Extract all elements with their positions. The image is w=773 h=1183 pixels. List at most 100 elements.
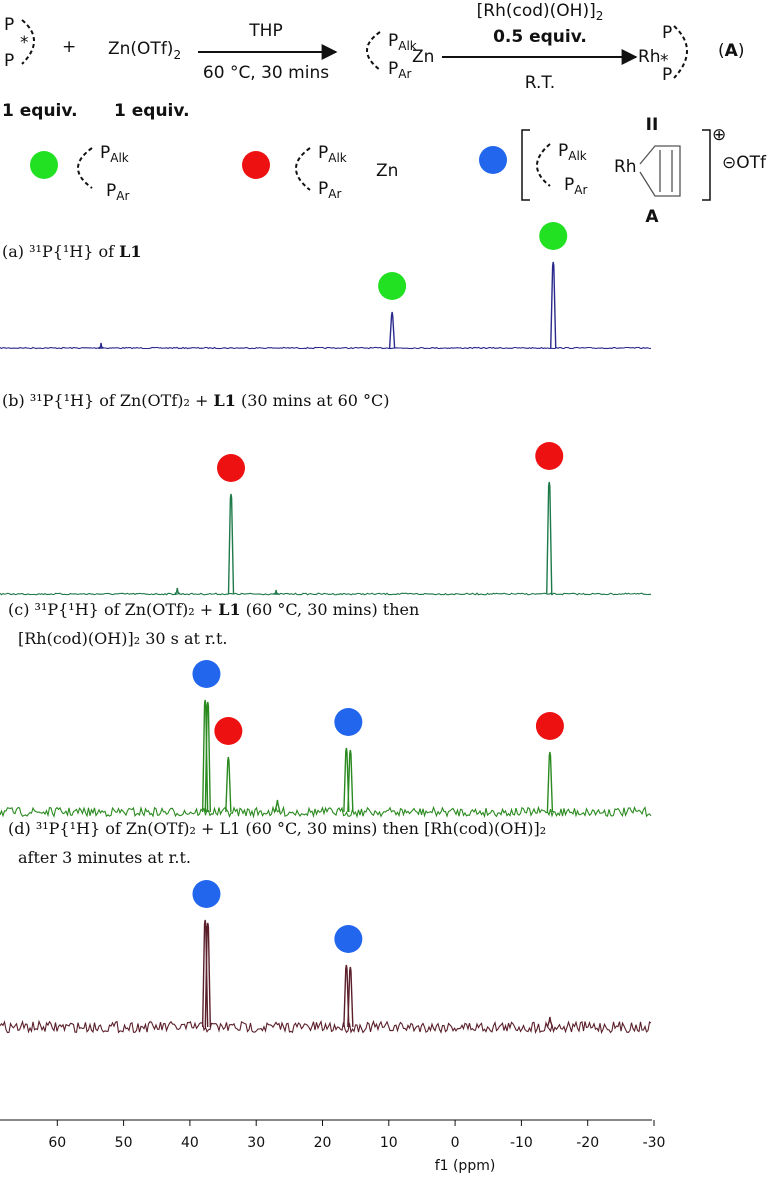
peak: [98, 342, 104, 349]
atom: PAr: [106, 181, 129, 203]
bracket: [521, 129, 530, 201]
legend: PAlk PAr PAlk PAr Zn PAlk PAr Rh II ⊕ ⊝O…: [30, 115, 767, 227]
subscript: Alk: [568, 149, 587, 163]
backbone: [536, 143, 551, 187]
reagent-text: [Rh(cod)(OH)]: [477, 1, 596, 21]
x-tick-label: 10: [380, 1135, 398, 1151]
atom: PAlk: [318, 143, 347, 165]
atom: P: [106, 181, 116, 201]
label-part: (60 °C, 30 mins) then: [241, 600, 420, 619]
peak-marker: [217, 454, 246, 482]
peak-marker: [539, 222, 568, 250]
atom: P: [318, 143, 328, 163]
spectrum-baseline: [0, 805, 652, 819]
subscript: Ar: [398, 67, 411, 81]
peak: [274, 799, 281, 813]
peak-marker: [192, 660, 221, 688]
backbone: [77, 147, 93, 189]
peak: [343, 747, 350, 813]
peak: [227, 493, 235, 595]
label-part: after 3 minutes at r.t.: [18, 848, 191, 867]
x-tick-label: 50: [115, 1135, 133, 1151]
atom: P: [100, 143, 110, 163]
x-tick-label: 30: [247, 1135, 265, 1151]
compound-label: (A): [718, 41, 744, 61]
peak-marker: [535, 442, 564, 470]
legend-marker: [242, 151, 270, 179]
backbone: [295, 147, 311, 191]
atom: P: [318, 179, 328, 199]
label-part: [Rh(cod)(OH)]₂ 30 s at r.t.: [18, 629, 228, 648]
metal: Zn: [412, 47, 434, 67]
label: A: [725, 41, 739, 61]
spectrum-baseline: [0, 346, 652, 350]
peak: [388, 311, 396, 349]
atom: *: [660, 51, 669, 71]
peak: [347, 966, 354, 1028]
spectrum-baseline: [0, 1019, 652, 1035]
paren: (: [718, 41, 725, 61]
label-part: L1: [218, 600, 240, 619]
label: II: [646, 115, 659, 135]
atom: P: [4, 15, 14, 35]
panel-label: after 3 minutes at r.t.: [18, 848, 191, 867]
peak: [546, 1016, 554, 1028]
atom: P: [564, 175, 574, 195]
condition: 60 °C, 30 mins: [203, 63, 329, 83]
peak: [174, 587, 181, 595]
peak: [273, 589, 279, 595]
bracket: [702, 129, 711, 201]
panel-label: (c) ³¹P{¹H} of Zn(OTf)₂ + L1 (60 °C, 30 …: [8, 600, 419, 619]
peak: [343, 964, 350, 1028]
condition: THP: [248, 21, 282, 41]
x-tick-label: 0: [451, 1135, 460, 1151]
x-tick-label: -10: [510, 1135, 533, 1151]
panel-label: [Rh(cod)(OH)]₂ 30 s at r.t.: [18, 629, 228, 648]
x-tick-label: 40: [181, 1135, 199, 1151]
peak: [347, 749, 354, 813]
label-part: (d) ³¹P{¹H} of Zn(OTf)₂ + L1 (60 °C, 30 …: [8, 819, 546, 838]
atom: P: [4, 51, 14, 71]
label-part: L1: [119, 242, 141, 261]
legend-marker: [30, 151, 58, 179]
label-part: (b) ³¹P{¹H} of Zn(OTf)₂ +: [2, 391, 213, 410]
cod-ligand: [639, 145, 681, 197]
atom: PAr: [564, 175, 587, 197]
peak: [204, 701, 212, 813]
legend-marker: [479, 146, 507, 174]
condition: [Rh(cod)(OH)]2: [477, 1, 604, 23]
x-tick-label: 20: [314, 1135, 332, 1151]
anion: ⊝OTf: [722, 153, 767, 173]
peak-marker: [535, 712, 564, 740]
label: A: [645, 207, 659, 227]
atom: PAlk: [558, 141, 587, 163]
panel-label: (a) ³¹P{¹H} of L1: [2, 242, 142, 261]
metal: Rh: [638, 47, 661, 67]
condition: R.T.: [525, 73, 555, 93]
peak: [204, 922, 212, 1028]
peak-marker: [334, 708, 363, 736]
x-tick-label: -20: [576, 1135, 599, 1151]
subscript: Alk: [328, 151, 347, 165]
subscript: Alk: [110, 151, 129, 165]
peak-marker: [378, 272, 407, 300]
x-tick-label: -30: [643, 1135, 666, 1151]
spectrum-baseline: [0, 592, 652, 596]
charge: ⊕: [712, 125, 726, 145]
equiv: 1 equiv.: [114, 101, 190, 121]
label-part: (30 mins at 60 °C): [236, 391, 390, 410]
atom: P: [388, 31, 398, 51]
metal: Zn: [376, 161, 398, 181]
subscript: Ar: [116, 189, 129, 203]
label-part: L1: [213, 391, 235, 410]
atom: PAr: [318, 179, 341, 201]
label-part: (a) ³¹P{¹H} of: [2, 242, 119, 261]
peak: [546, 751, 554, 813]
peak-marker: [214, 717, 243, 745]
atom: P: [558, 141, 568, 161]
peak: [550, 261, 557, 349]
scheme: P * P + Zn(OTf)2 THP 60 °C, 30 mins PAlk…: [2, 1, 744, 121]
condition: 0.5 equiv.: [493, 27, 587, 47]
peak: [546, 481, 553, 595]
peak-marker: [192, 880, 221, 908]
